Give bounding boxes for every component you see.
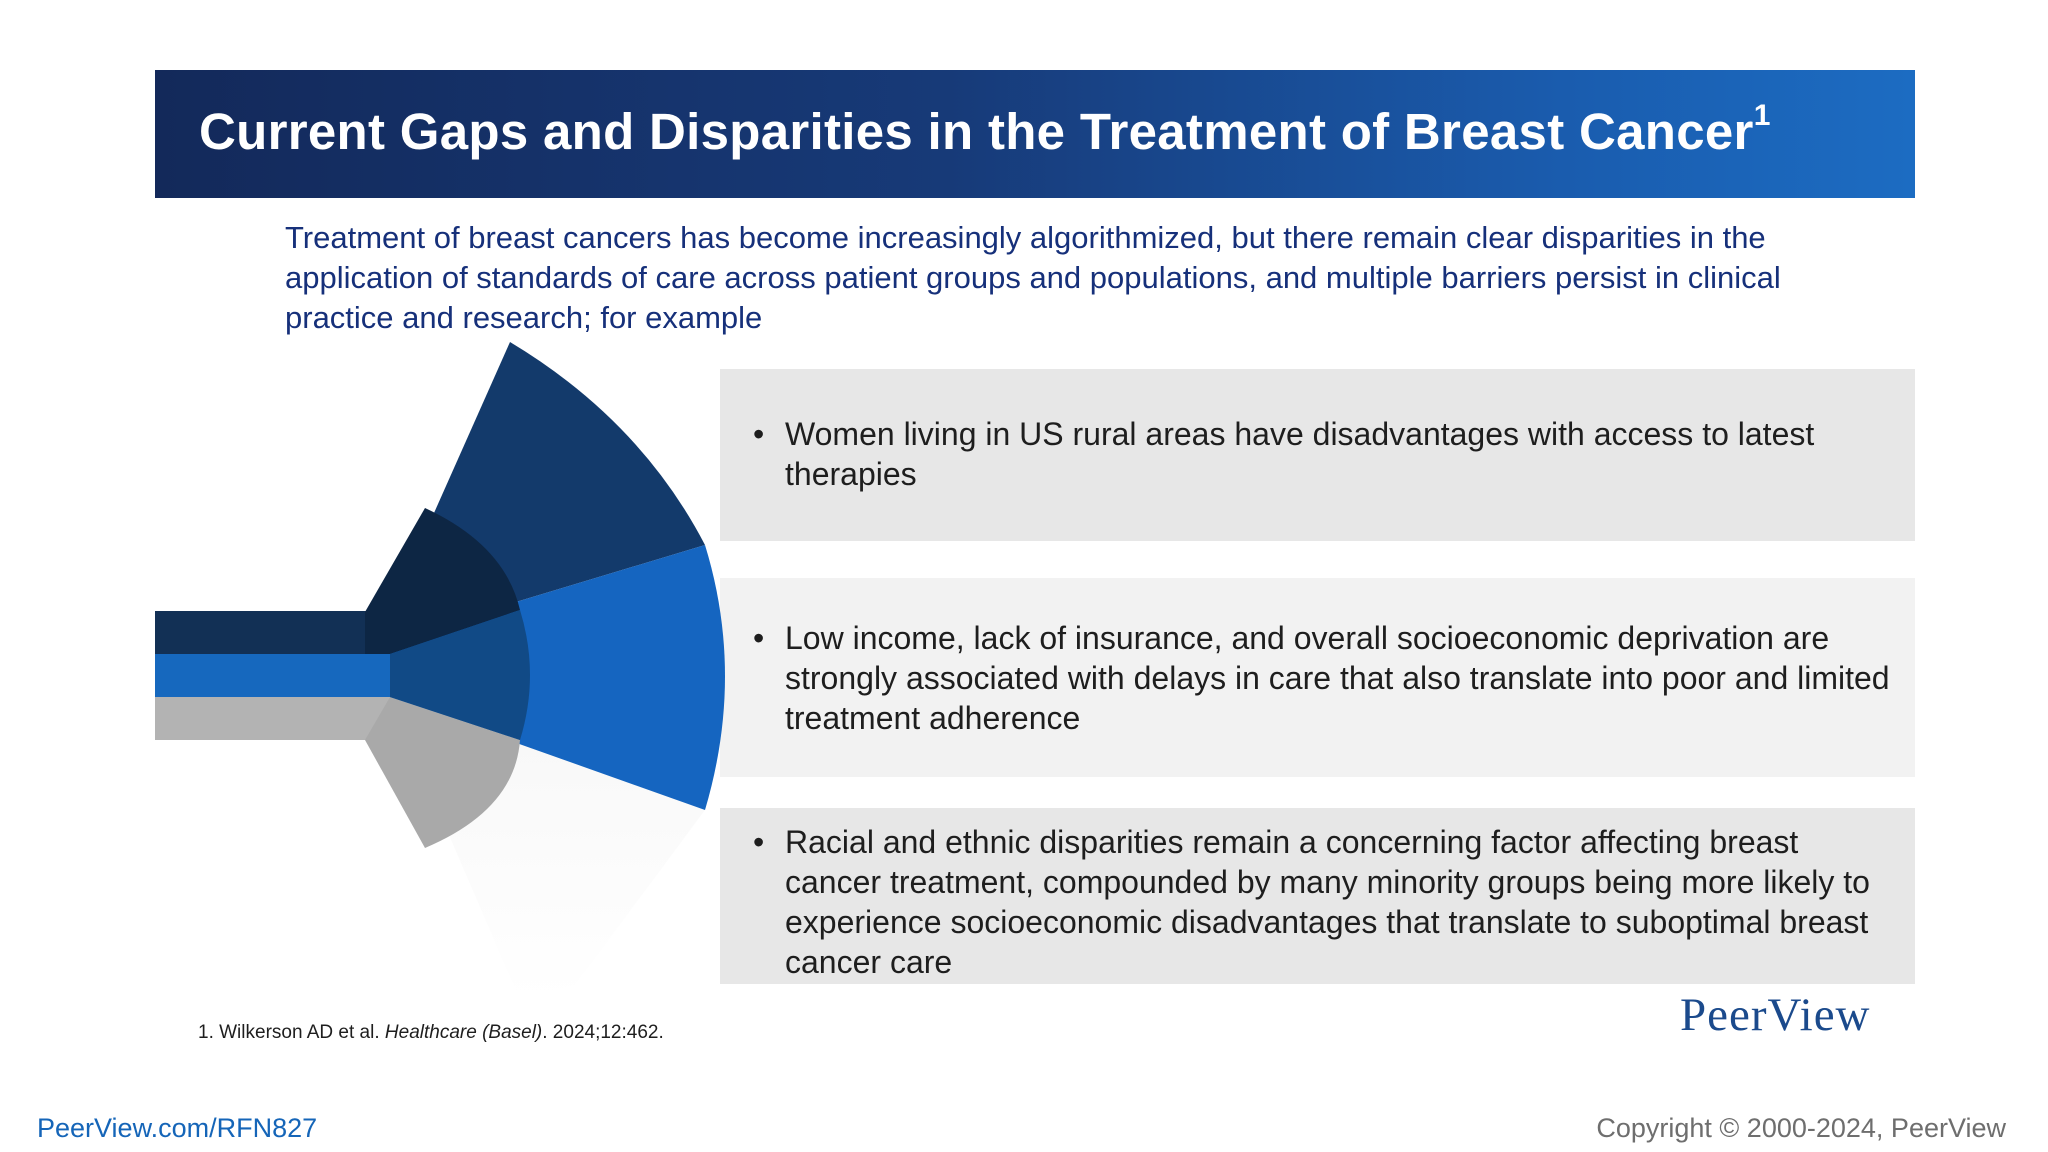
bullet-text: Racial and ethnic disparities remain a c…	[785, 824, 1870, 980]
title-bar: Current Gaps and Disparities in the Trea…	[155, 70, 1915, 198]
title-superscript: 1	[1753, 99, 1771, 132]
intro-text: Treatment of breast cancers has become i…	[285, 220, 1781, 335]
fan-overlap-dark	[365, 508, 520, 654]
bullet-dot: •	[753, 620, 765, 656]
bullet-dot: •	[753, 416, 765, 452]
reference-prefix: 1. Wilkerson AD et al.	[198, 1022, 385, 1043]
bullet-text: Women living in US rural areas have disa…	[785, 416, 1815, 492]
bullet-panel-1	[720, 369, 1915, 541]
fan-stripe-blue	[155, 654, 390, 697]
bullet-panel-2	[720, 578, 1915, 777]
reference-journal: Healthcare (Basel)	[384, 1022, 543, 1043]
slide-title: Current Gaps and Disparities in the Trea…	[199, 99, 1771, 161]
fan-stripe-dark	[155, 611, 390, 654]
reference-suffix: . 2024;12:462.	[542, 1022, 664, 1043]
bullet-racial-ethnic: • Racial and ethnic disparities remain a…	[753, 822, 1890, 982]
fan-segment-blue	[390, 545, 725, 810]
reference-citation: 1. Wilkerson AD et al. Healthcare (Basel…	[198, 1022, 664, 1044]
bullet-rural-access: • Women living in US rural areas have di…	[753, 414, 1890, 494]
footer-copyright: Copyright © 2000-2024, PeerView	[1596, 1113, 2006, 1143]
bullet-panel-3	[720, 808, 1915, 984]
fan-overlap-blue	[390, 610, 530, 740]
slide-title-text: Current Gaps and Disparities in the Trea…	[199, 103, 1754, 160]
bullet-socioeconomic: • Low income, lack of insurance, and ove…	[753, 618, 1890, 738]
peerview-logo: PeerView	[1680, 989, 1871, 1041]
fan-segment-gray	[365, 697, 520, 848]
bullet-text: Low income, lack of insurance, and overa…	[785, 620, 1890, 736]
footer-url-link[interactable]: PeerView.com/RFN827	[37, 1113, 318, 1143]
fan-stripe-gray	[155, 697, 390, 740]
bullet-dot: •	[753, 824, 765, 860]
